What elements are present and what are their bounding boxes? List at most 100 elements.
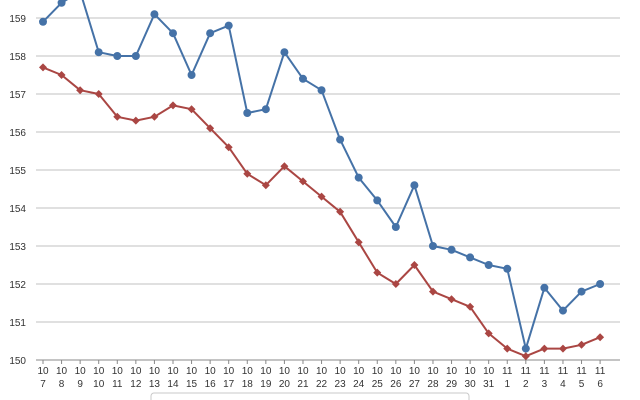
data-point: [39, 17, 47, 26]
x-tick-day: 18: [242, 379, 254, 390]
x-tick-day: 10: [93, 379, 105, 390]
data-point: [298, 177, 307, 186]
data-point: [354, 173, 363, 182]
x-tick-month: 10: [390, 366, 402, 377]
data-point: [261, 105, 270, 114]
x-tick-day: 9: [77, 379, 83, 390]
data-point: [113, 112, 122, 121]
data-point: [410, 181, 419, 190]
x-tick-day: 1: [504, 379, 510, 390]
x-tick-month: 10: [483, 366, 495, 377]
x-tick-month: 11: [595, 366, 606, 377]
y-tick-label: 157: [9, 90, 26, 101]
x-tick-day: 2: [523, 379, 529, 390]
x-axis: 1071081091010101110121013101410151016101…: [36, 359, 620, 390]
x-tick-month: 10: [130, 366, 142, 377]
x-tick-month: 10: [186, 366, 198, 377]
x-tick-day: 6: [597, 379, 603, 390]
x-tick-month: 10: [75, 366, 87, 377]
x-tick-month: 11: [558, 366, 569, 377]
y-tick-label: 155: [9, 166, 26, 177]
x-tick-month: 10: [353, 366, 365, 377]
data-point: [466, 302, 475, 311]
x-tick-day: 26: [390, 379, 402, 390]
data-point: [131, 52, 140, 60]
y-tick-label: 153: [9, 242, 26, 253]
x-tick-month: 10: [167, 366, 179, 377]
x-tick-day: 16: [205, 379, 217, 390]
x-tick-month: 11: [502, 366, 513, 377]
data-point: [354, 238, 363, 247]
y-tick-label: 156: [9, 128, 26, 139]
data-point: [391, 280, 400, 288]
y-tick-label: 151: [9, 318, 26, 329]
x-tick-month: 10: [205, 366, 217, 377]
x-tick-day: 17: [223, 379, 235, 390]
x-tick-month: 10: [37, 366, 49, 377]
data-point: [57, 71, 66, 79]
x-tick-day: 5: [579, 379, 585, 390]
gridlines: [36, 17, 620, 361]
data-point: [447, 295, 456, 304]
x-tick-day: 30: [465, 379, 477, 390]
data-point: [428, 287, 437, 296]
x-tick-day: 20: [279, 379, 291, 390]
data-point: [168, 101, 177, 110]
x-tick-day: 25: [372, 379, 384, 390]
x-tick-day: 12: [130, 379, 142, 390]
data-point: [280, 162, 289, 171]
data-point: [558, 344, 567, 353]
data-point: [187, 71, 196, 79]
x-tick-month: 10: [465, 366, 477, 377]
x-tick-month: 10: [316, 366, 328, 377]
data-point: [243, 169, 252, 178]
x-tick-day: 15: [186, 379, 198, 390]
data-point: [206, 29, 215, 38]
x-tick-day: 14: [167, 379, 179, 390]
data-point: [466, 253, 475, 262]
data-point: [484, 261, 493, 269]
data-point: [596, 280, 605, 288]
data-point: [94, 90, 103, 98]
y-tick-label: 150: [9, 356, 26, 367]
data-point: [317, 192, 326, 201]
y-tick-label: 152: [9, 280, 26, 291]
x-tick-day: 4: [560, 379, 566, 390]
x-tick-month: 10: [409, 366, 421, 377]
data-point: [243, 109, 252, 117]
x-tick-day: 13: [149, 379, 161, 390]
series-1: [39, 0, 605, 353]
x-tick-month: 10: [149, 366, 161, 377]
x-tick-month: 10: [427, 366, 439, 377]
data-point: [558, 306, 567, 315]
y-tick-label: 159: [9, 14, 26, 25]
data-point: [131, 116, 140, 125]
x-tick-month: 10: [242, 366, 254, 377]
data-point: [150, 112, 159, 121]
x-tick-month: 10: [279, 366, 291, 377]
data-point: [317, 86, 326, 95]
y-axis: 150 151 152 153 154 155 156 157 158 159: [9, 14, 26, 367]
data-point: [503, 264, 512, 273]
x-tick-month: 11: [539, 366, 550, 377]
x-tick-month: 10: [335, 366, 347, 377]
data-point: [373, 196, 382, 205]
y-tick-label: 154: [9, 204, 26, 215]
x-tick-day: 7: [40, 379, 46, 390]
data-point: [447, 245, 456, 254]
data-point: [280, 48, 289, 57]
data-point: [206, 124, 215, 133]
x-tick-month: 10: [372, 366, 384, 377]
x-tick-month: 11: [576, 366, 587, 377]
x-tick-day: 31: [483, 379, 495, 390]
y-tick-label: 158: [9, 52, 26, 63]
data-point: [261, 181, 270, 190]
legend: [150, 392, 470, 400]
x-tick-day: 29: [446, 379, 458, 390]
data-point: [428, 242, 437, 250]
x-tick-day: 22: [316, 379, 328, 390]
data-point: [168, 29, 177, 38]
data-point: [521, 344, 530, 353]
data-point: [596, 333, 605, 342]
